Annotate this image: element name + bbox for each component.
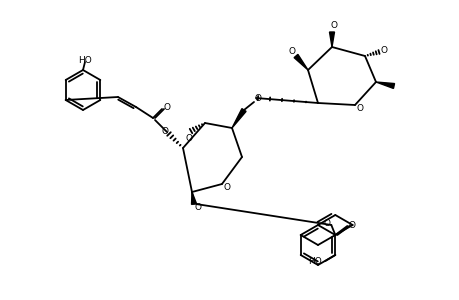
Text: O: O (330, 20, 337, 29)
Text: O: O (356, 103, 363, 112)
Text: O: O (194, 202, 201, 211)
Text: O: O (254, 94, 261, 103)
Polygon shape (231, 109, 246, 128)
Text: O: O (223, 182, 230, 191)
Text: O: O (323, 218, 330, 227)
Polygon shape (375, 82, 394, 88)
Text: O: O (163, 103, 170, 112)
Text: HO: HO (308, 256, 321, 266)
Text: HO: HO (78, 56, 92, 64)
Text: O: O (185, 134, 192, 142)
Text: O: O (288, 46, 295, 56)
Text: O: O (161, 127, 168, 136)
Text: O: O (380, 46, 386, 55)
Text: O: O (348, 220, 355, 230)
Polygon shape (191, 192, 196, 204)
Polygon shape (329, 32, 334, 47)
Polygon shape (293, 54, 308, 70)
